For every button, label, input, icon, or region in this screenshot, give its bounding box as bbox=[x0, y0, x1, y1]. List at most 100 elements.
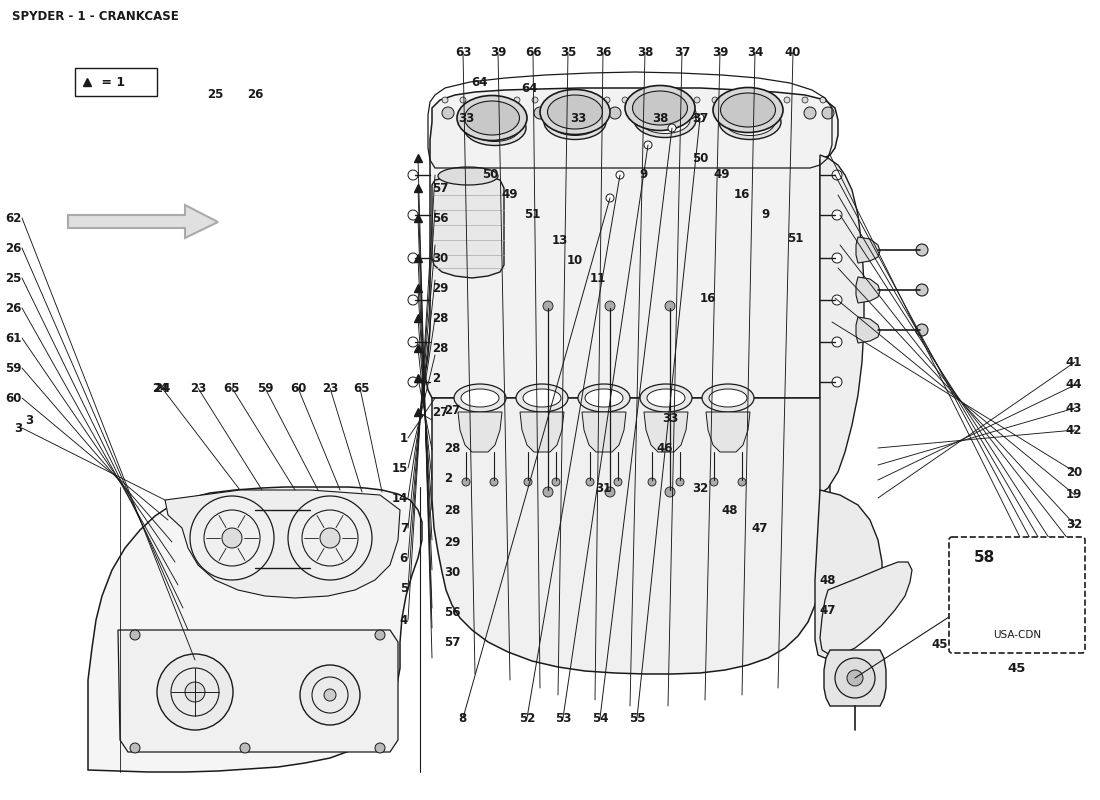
Circle shape bbox=[534, 107, 546, 119]
Ellipse shape bbox=[456, 95, 527, 141]
Text: 31: 31 bbox=[1066, 542, 1082, 554]
Text: eurospares: eurospares bbox=[672, 576, 827, 604]
Ellipse shape bbox=[578, 384, 630, 412]
Polygon shape bbox=[458, 412, 502, 452]
Circle shape bbox=[408, 170, 418, 180]
Circle shape bbox=[609, 107, 622, 119]
Text: 40: 40 bbox=[784, 46, 801, 58]
Circle shape bbox=[568, 97, 574, 103]
Text: 26: 26 bbox=[6, 242, 22, 254]
Circle shape bbox=[605, 301, 615, 311]
Text: 20: 20 bbox=[1066, 466, 1082, 478]
Text: eurospares: eurospares bbox=[142, 576, 298, 604]
Text: 24: 24 bbox=[154, 382, 170, 394]
Text: 39: 39 bbox=[712, 46, 728, 58]
Text: 60: 60 bbox=[6, 391, 22, 405]
Circle shape bbox=[552, 478, 560, 486]
Text: 3: 3 bbox=[14, 422, 22, 434]
Ellipse shape bbox=[710, 389, 747, 407]
Text: 51: 51 bbox=[524, 209, 540, 222]
Polygon shape bbox=[165, 490, 400, 598]
Circle shape bbox=[532, 97, 538, 103]
Circle shape bbox=[820, 97, 826, 103]
Ellipse shape bbox=[725, 109, 775, 135]
Text: 45: 45 bbox=[932, 638, 948, 651]
Circle shape bbox=[408, 377, 418, 387]
Ellipse shape bbox=[713, 87, 783, 133]
Ellipse shape bbox=[544, 105, 606, 139]
Text: 57: 57 bbox=[432, 182, 449, 194]
Text: 50: 50 bbox=[482, 169, 498, 182]
Text: 60: 60 bbox=[289, 382, 306, 394]
Text: 63: 63 bbox=[454, 46, 471, 58]
Circle shape bbox=[240, 743, 250, 753]
Circle shape bbox=[730, 97, 736, 103]
Circle shape bbox=[710, 478, 718, 486]
Ellipse shape bbox=[647, 389, 685, 407]
Text: 49: 49 bbox=[714, 169, 730, 182]
Circle shape bbox=[550, 97, 556, 103]
Circle shape bbox=[916, 324, 928, 336]
Circle shape bbox=[684, 107, 696, 119]
Text: 33: 33 bbox=[570, 111, 586, 125]
Text: 53: 53 bbox=[554, 711, 571, 725]
Circle shape bbox=[490, 478, 498, 486]
Ellipse shape bbox=[470, 114, 520, 142]
Polygon shape bbox=[425, 88, 838, 398]
Circle shape bbox=[748, 97, 754, 103]
Text: 37: 37 bbox=[674, 46, 690, 58]
Circle shape bbox=[658, 97, 664, 103]
Ellipse shape bbox=[634, 102, 696, 138]
Text: eurospares: eurospares bbox=[472, 256, 628, 284]
Text: 56: 56 bbox=[432, 211, 449, 225]
Text: 23: 23 bbox=[190, 382, 206, 394]
Text: 49: 49 bbox=[502, 189, 518, 202]
Text: 23: 23 bbox=[322, 382, 338, 394]
Circle shape bbox=[586, 97, 592, 103]
Ellipse shape bbox=[464, 101, 519, 135]
Text: 16: 16 bbox=[700, 291, 716, 305]
Text: 46: 46 bbox=[657, 442, 673, 454]
Ellipse shape bbox=[720, 93, 775, 127]
Ellipse shape bbox=[585, 389, 623, 407]
Circle shape bbox=[462, 478, 470, 486]
Text: 3: 3 bbox=[25, 414, 33, 426]
Text: 30: 30 bbox=[432, 251, 449, 265]
Circle shape bbox=[324, 689, 336, 701]
Text: 7: 7 bbox=[400, 522, 408, 534]
Text: 5: 5 bbox=[399, 582, 408, 594]
Text: 55: 55 bbox=[629, 711, 646, 725]
Text: 31: 31 bbox=[595, 482, 612, 494]
Text: 58: 58 bbox=[974, 550, 996, 566]
Ellipse shape bbox=[625, 86, 695, 130]
Text: 26: 26 bbox=[6, 302, 22, 314]
Circle shape bbox=[832, 210, 842, 220]
Text: 48: 48 bbox=[820, 574, 836, 586]
Ellipse shape bbox=[461, 389, 499, 407]
Text: 59: 59 bbox=[6, 362, 22, 374]
Text: 13: 13 bbox=[552, 234, 568, 246]
Text: 38: 38 bbox=[637, 46, 653, 58]
Text: 28: 28 bbox=[432, 311, 449, 325]
Text: 42: 42 bbox=[1066, 423, 1082, 437]
Text: 4: 4 bbox=[399, 614, 408, 626]
Polygon shape bbox=[118, 630, 398, 752]
Circle shape bbox=[916, 284, 928, 296]
Circle shape bbox=[676, 478, 684, 486]
Polygon shape bbox=[856, 317, 880, 343]
Circle shape bbox=[616, 171, 624, 179]
Circle shape bbox=[644, 141, 652, 149]
Circle shape bbox=[832, 295, 842, 305]
Circle shape bbox=[999, 572, 1055, 628]
Text: 28: 28 bbox=[444, 503, 461, 517]
Text: 66: 66 bbox=[525, 46, 541, 58]
Text: 48: 48 bbox=[722, 503, 738, 517]
Circle shape bbox=[514, 97, 520, 103]
Text: 12: 12 bbox=[1066, 642, 1082, 654]
Text: 29: 29 bbox=[444, 535, 461, 549]
Text: 2: 2 bbox=[432, 371, 440, 385]
Circle shape bbox=[835, 658, 874, 698]
Circle shape bbox=[606, 194, 614, 202]
Circle shape bbox=[300, 665, 360, 725]
Text: 16: 16 bbox=[734, 189, 750, 202]
